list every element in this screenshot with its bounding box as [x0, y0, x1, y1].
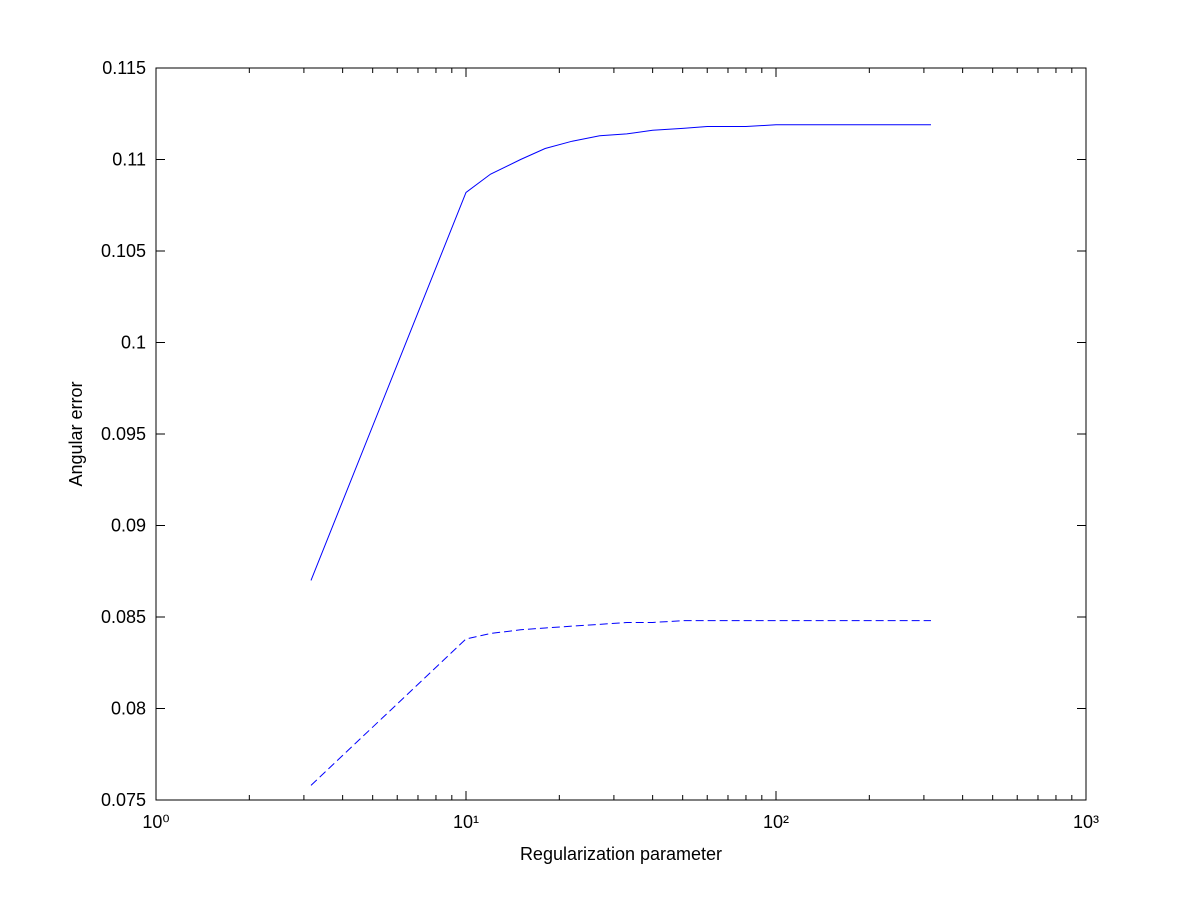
- y-tick-label: 0.11: [112, 150, 146, 170]
- plot-frame: [155, 67, 1087, 801]
- series-line: [310, 620, 931, 786]
- y-tick-label: 0.09: [111, 516, 146, 536]
- y-tick-label: 0.105: [101, 241, 146, 261]
- x-tick-label: 10²: [763, 812, 789, 832]
- y-tick-label: 0.08: [111, 699, 146, 719]
- y-tick-label: 0.1: [121, 333, 146, 353]
- y-tick-label: 0.115: [102, 58, 146, 78]
- x-tick-label: 10¹: [453, 812, 479, 832]
- series-line: [310, 124, 931, 581]
- y-axis-label: Angular error: [66, 381, 86, 486]
- x-tick-label: 10⁰: [142, 812, 169, 832]
- y-tick-label: 0.095: [101, 424, 146, 444]
- y-tick-label: 0.075: [101, 790, 146, 810]
- x-axis-label: Regularization parameter: [520, 844, 722, 864]
- x-tick-label: 10³: [1073, 812, 1099, 832]
- y-tick-label: 0.085: [101, 607, 146, 627]
